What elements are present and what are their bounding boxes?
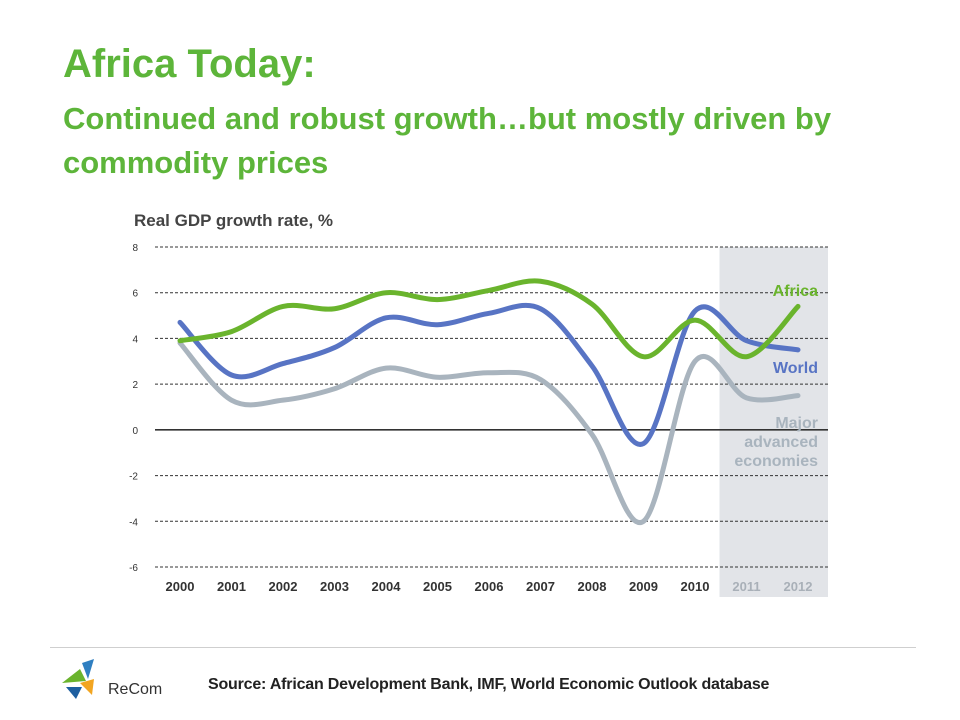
logo-text: ReCom <box>108 681 163 698</box>
source-note: Source: African Development Bank, IMF, W… <box>208 676 770 693</box>
x-tick-label: 2008 <box>578 579 607 594</box>
x-tick-label: 2005 <box>423 579 452 594</box>
y-tick-label: -6 <box>129 563 138 574</box>
series-label: economies <box>734 453 818 470</box>
series-labels: Africa World Major advanced economies <box>734 283 818 470</box>
series-label: Africa <box>773 283 818 300</box>
y-axis-ticks: 8 6 4 2 0 -2 -4 -6 <box>129 243 138 574</box>
slide-subtitle: Continued and robust growth…but mostly d… <box>63 101 832 180</box>
x-tick-label: 2012 <box>784 579 813 594</box>
forecast-band <box>719 247 828 597</box>
x-tick-label: 2006 <box>475 579 504 594</box>
series-label: Major <box>775 415 818 432</box>
slide-title: Africa Today: <box>63 42 316 86</box>
y-tick-label: 4 <box>132 334 138 345</box>
x-tick-label: 2001 <box>217 579 246 594</box>
y-tick-label: -4 <box>129 517 138 528</box>
y-tick-label: 2 <box>132 380 138 391</box>
series-line-world <box>177 302 801 447</box>
x-tick-label: 2007 <box>526 579 555 594</box>
x-tick-label: 2004 <box>372 579 402 594</box>
x-tick-label: 2000 <box>166 579 195 594</box>
y-tick-label: 6 <box>132 289 138 300</box>
recom-logo-icon <box>62 659 94 699</box>
y-tick-label: -2 <box>129 472 138 483</box>
series-line-major-advanced-economies <box>177 340 801 526</box>
footer-divider <box>50 647 916 648</box>
chart-title: Real GDP growth rate, % <box>134 211 333 230</box>
series-line-africa <box>177 278 801 360</box>
x-tick-label: 2003 <box>320 579 349 594</box>
series-label: advanced <box>744 434 818 451</box>
y-tick-label: 0 <box>132 426 138 437</box>
x-tick-label: 2010 <box>681 579 710 594</box>
x-tick-label: 2011 <box>732 579 760 594</box>
chart-grid <box>155 246 828 568</box>
gdp-growth-chart: Real GDP growth rate, % 8 6 4 2 0 -2 -4 -6 2000… <box>129 211 828 597</box>
x-tick-label: 2009 <box>629 579 658 594</box>
series-lines <box>177 278 801 526</box>
x-tick-label: 2002 <box>269 579 298 594</box>
x-axis-ticks: 2000 2001 2002 2003 2004 2005 2006 2007 2008 2009… <box>166 579 813 594</box>
series-label: World <box>773 360 818 377</box>
y-tick-label: 8 <box>132 243 138 254</box>
